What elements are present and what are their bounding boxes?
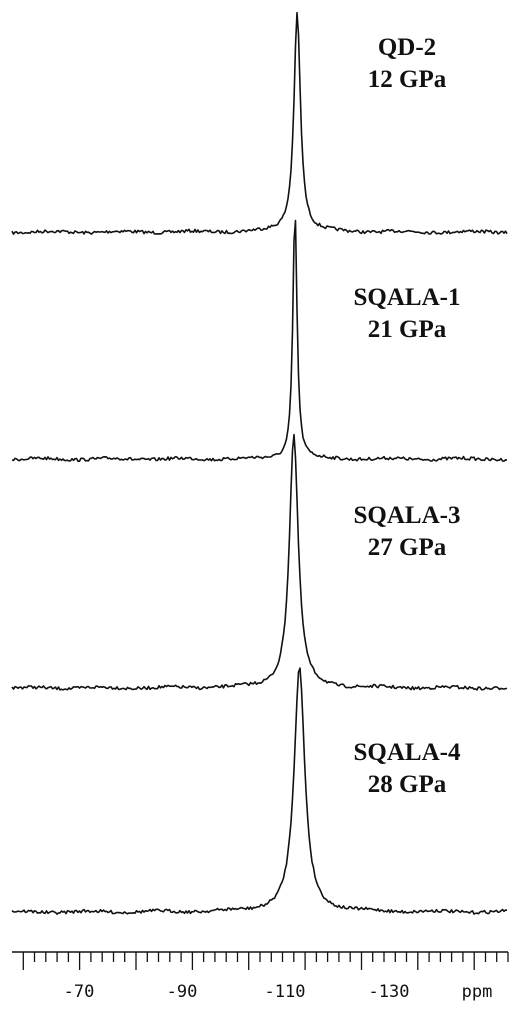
label-sqala-3-pressure: 27 GPa [368, 534, 447, 561]
label-sqala-3-name: SQALA-3 [354, 502, 461, 529]
spectrum-trace-qd-2 [11, 11, 508, 235]
label-sqala-4-name: SQALA-4 [354, 739, 461, 766]
label-qd-2-name: QD-2 [378, 34, 436, 61]
spectrum-trace-sqala-1 [11, 219, 508, 462]
label-sqala-1-name: SQALA-1 [354, 284, 461, 311]
spectrum-trace-sqala-4 [11, 667, 508, 915]
x-tick-label--110: -110 [265, 982, 306, 1002]
spectrum-labels: QD-2 12 GPa SQALA-1 21 GPa SQALA-3 27 GP… [354, 34, 461, 798]
label-sqala-1-pressure: 21 GPa [368, 316, 447, 343]
label-qd-2-pressure: 12 GPa [368, 66, 447, 93]
x-axis-ticks [22, 952, 509, 970]
x-tick-label--70: -70 [64, 982, 95, 1002]
x-axis: -70 -90 -110 -130 ppm [12, 951, 509, 1002]
x-tick-label--90: -90 [167, 982, 198, 1002]
x-axis-unit-label: ppm [462, 982, 493, 1002]
x-tick-label--130: -130 [369, 982, 410, 1002]
spectrum-trace-sqala-3 [11, 433, 508, 691]
spectra-traces [11, 11, 508, 915]
label-sqala-4-pressure: 28 GPa [368, 771, 447, 798]
